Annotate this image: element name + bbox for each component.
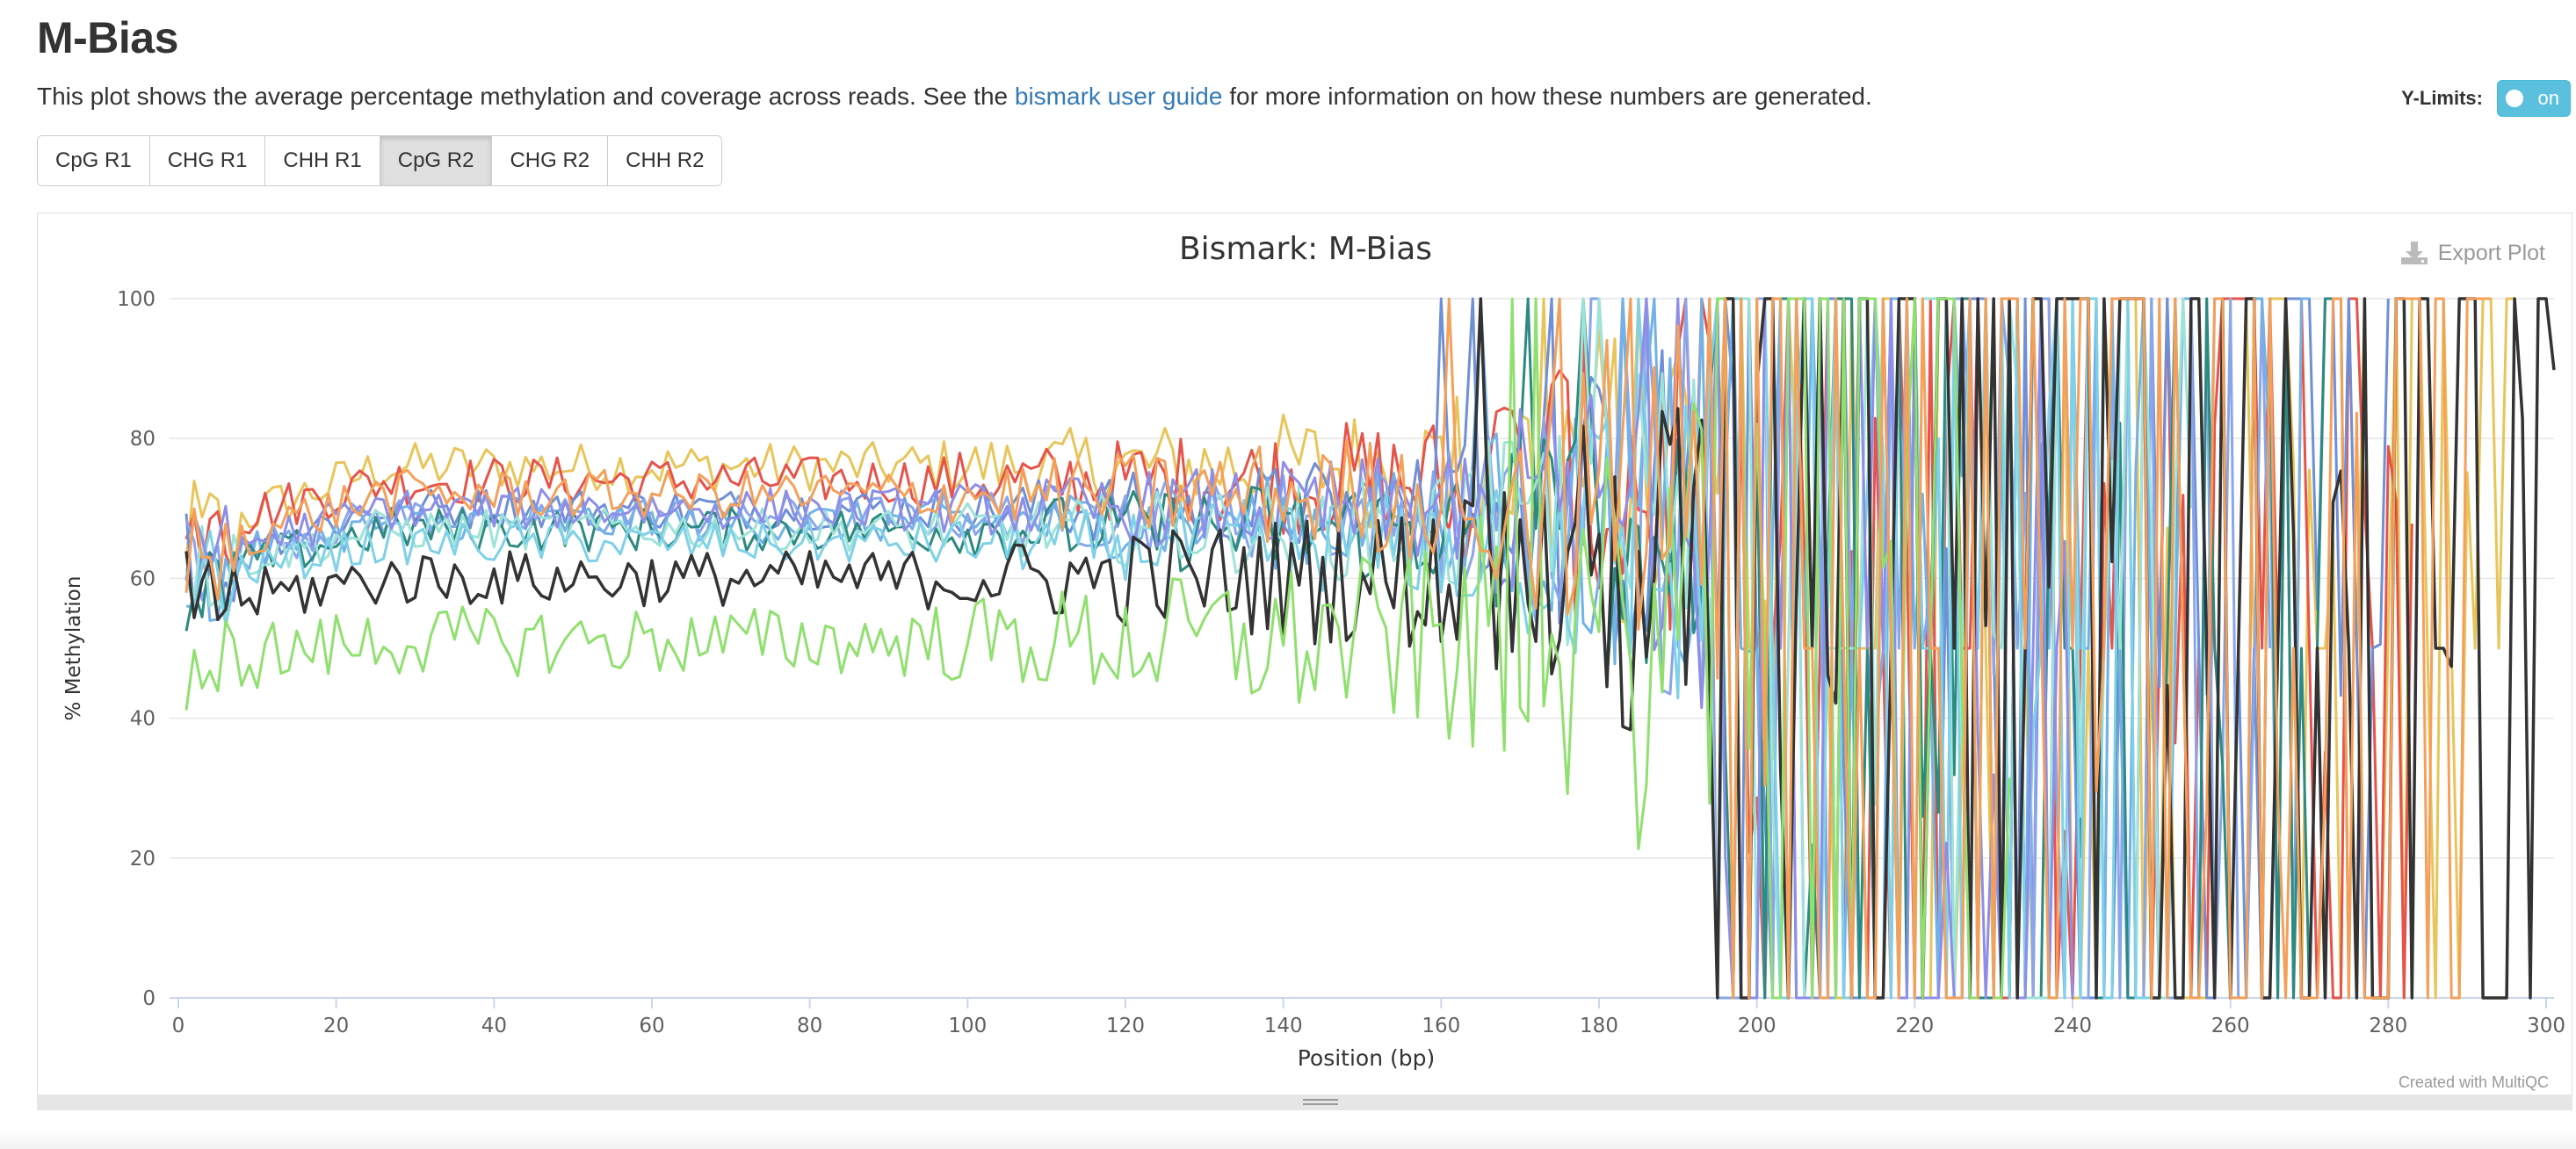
series-line-11: [185, 297, 2492, 1000]
bismark-user-guide-link[interactable]: bismark user guide: [1014, 83, 1223, 110]
x-tick-label: 20: [323, 1015, 349, 1037]
y-tick-label: 0: [142, 987, 156, 1010]
series-line-7: [185, 297, 2152, 1000]
x-tick-label: 60: [639, 1015, 664, 1037]
y-tick-label: 60: [130, 567, 156, 590]
series-line-10: [185, 297, 2011, 1000]
description: This plot shows the average percentage m…: [37, 83, 1872, 111]
x-tick-label: 280: [2369, 1015, 2407, 1037]
y-tick-label: 20: [130, 848, 156, 871]
m-bias-chart: Bismark: M-Bias 0 20 40 60 80 100 0 20 40 60 80 100 1…: [62, 231, 2565, 1071]
x-tick-label: 40: [481, 1015, 507, 1037]
description-text-after: for more information on how these number…: [1222, 83, 1872, 110]
description-text-before: This plot shows the average percentage m…: [37, 83, 1015, 110]
plot-container: Bismark: M-Bias 0 20 40 60 80 100 0 20 40 60 80 100 1…: [37, 213, 2572, 1110]
tab-cpg-r1[interactable]: CpG R1: [38, 136, 150, 185]
multiqc-credit: Created with MultiQC: [2398, 1073, 2549, 1091]
page-bottom-edge: [0, 1130, 2576, 1149]
toggle-knob-icon: [2506, 90, 2523, 107]
x-tick-label: 160: [1422, 1015, 1460, 1037]
x-tick-label: 100: [948, 1015, 987, 1037]
y-tick-label: 100: [117, 288, 156, 311]
x-tick-label: 200: [1738, 1015, 1776, 1037]
tab-cpg-r2[interactable]: CpG R2: [380, 136, 493, 185]
x-tick-label: 260: [2211, 1015, 2250, 1037]
tab-chh-r2[interactable]: CHH R2: [608, 136, 722, 185]
y-limits-toggle[interactable]: on: [2497, 80, 2571, 117]
series-line-8: [185, 297, 2074, 1000]
x-tick-label: 220: [1895, 1015, 1934, 1037]
x-tick-label: 240: [2053, 1015, 2092, 1037]
y-limits-toggle-label: on: [2537, 87, 2559, 109]
download-icon: [2400, 242, 2428, 264]
tab-chg-r1[interactable]: CHG R1: [149, 136, 266, 185]
export-plot-button[interactable]: Export Plot: [2399, 240, 2545, 266]
y-tick-label: 40: [130, 708, 156, 731]
tab-chh-r1[interactable]: CHH R1: [265, 136, 380, 185]
y-axis-label: % Methylation: [62, 576, 85, 721]
page-title: M-Bias: [37, 13, 178, 62]
plot-switch-tabs: CpG R1 CHG R1 CHH R1 CpG R2 CHG R2 CHH R…: [37, 135, 723, 186]
x-tick-label: 140: [1264, 1015, 1303, 1037]
export-plot-label: Export Plot: [2437, 240, 2545, 265]
x-tick-label: 80: [797, 1015, 822, 1037]
plot-resize-handle[interactable]: [37, 1095, 2572, 1110]
x-tick-label: 180: [1580, 1015, 1618, 1037]
y-tick-label: 80: [130, 428, 156, 451]
x-tick-label: 120: [1106, 1015, 1145, 1037]
resize-grip-icon: [1303, 1099, 1338, 1105]
x-tick-label: 0: [172, 1015, 185, 1037]
tab-chg-r2[interactable]: CHG R2: [492, 136, 609, 185]
series-line-9: [185, 297, 2556, 1000]
y-limits-control: Y-Limits: on: [2401, 80, 2571, 117]
y-limits-label: Y-Limits:: [2401, 87, 2483, 109]
x-tick-label: 300: [2527, 1015, 2565, 1037]
x-axis-label: Position (bp): [1298, 1045, 1436, 1071]
chart-title: Bismark: M-Bias: [1179, 231, 1432, 267]
